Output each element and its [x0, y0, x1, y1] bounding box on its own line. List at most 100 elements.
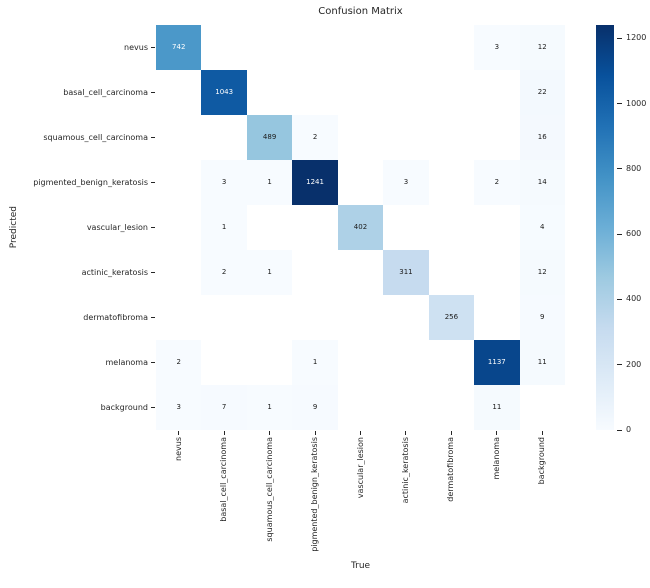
- cell-value: 2: [312, 133, 318, 141]
- y-tick-mark: [151, 272, 155, 273]
- cell-value: 4: [540, 223, 545, 231]
- cell-value: 1043: [215, 88, 234, 96]
- colorbar-tick-mark: [617, 298, 622, 300]
- heatmap-cell: [201, 25, 247, 70]
- heatmap-cell: 1: [246, 160, 293, 205]
- colorbar-tick-mark: [617, 364, 622, 366]
- heatmap-cell: [519, 385, 565, 430]
- cell-value: 7: [221, 403, 227, 411]
- heatmap-cell: [383, 70, 429, 115]
- heatmap-cell: 742: [156, 25, 202, 70]
- y-tick-label: dermatofibroma: [83, 312, 148, 322]
- heatmap-cell: [246, 25, 293, 70]
- heatmap-cell: [246, 340, 293, 385]
- heatmap-cell: 2: [156, 340, 202, 385]
- heatmap-cell: [337, 385, 384, 430]
- x-tick-label: nevus: [173, 437, 183, 461]
- heatmap-cell: [292, 25, 338, 70]
- x-tick-mark: [450, 431, 452, 435]
- colorbar-tick-mark: [617, 103, 622, 105]
- y-tick-label: nevus: [124, 42, 148, 52]
- colorbar-tick-label: 400: [626, 294, 642, 304]
- heatmap-cell: [474, 70, 520, 115]
- cell-value: 1: [221, 223, 227, 231]
- heatmap-cell: [383, 295, 429, 340]
- x-tick-mark: [178, 431, 180, 435]
- heatmap-cell: [383, 205, 429, 250]
- y-tick-mark: [151, 182, 155, 183]
- cell-value: 9: [540, 313, 545, 321]
- heatmap-cell: [428, 385, 475, 430]
- cell-value: 16: [537, 133, 547, 141]
- heatmap-cell: [292, 295, 338, 340]
- y-tick-mark: [151, 92, 155, 93]
- x-tick-label: vascular_lesion: [355, 437, 365, 499]
- heatmap-cell: 489: [246, 115, 293, 160]
- y-tick-label: squamous_cell_carcinoma: [43, 132, 148, 142]
- y-tick-label: pigmented_benign_keratosis: [33, 177, 148, 187]
- heatmap-cell: 1043: [201, 70, 247, 115]
- heatmap-cell: 1137: [474, 340, 520, 385]
- heatmap-cell: 7: [201, 385, 247, 430]
- x-tick-label: basal_cell_carcinoma: [219, 437, 229, 522]
- cell-value: 489: [262, 133, 277, 141]
- heatmap-cell: [428, 160, 475, 205]
- heatmap-cell: [428, 70, 475, 115]
- heatmap-cell: 1241: [292, 160, 338, 205]
- cell-value: 1137: [487, 358, 506, 366]
- heatmap-cell: [292, 70, 338, 115]
- cell-value: 12: [537, 268, 547, 276]
- heatmap-cell: [383, 25, 429, 70]
- heatmap-cell: 11: [519, 340, 565, 385]
- heatmap-cell: 402: [337, 205, 384, 250]
- heatmap-cell: 16: [519, 115, 565, 160]
- heatmap-cell: [383, 340, 429, 385]
- heatmap-cell: 2: [474, 160, 520, 205]
- y-tick-mark: [151, 362, 155, 363]
- heatmap-cell: [156, 250, 202, 295]
- heatmap-cell: [156, 295, 202, 340]
- heatmap-cell: 1: [201, 205, 247, 250]
- heatmap-cell: [201, 115, 247, 160]
- x-tick-mark: [223, 431, 225, 435]
- heatmap-cell: [246, 70, 293, 115]
- x-tick-label: actinic_keratosis: [400, 437, 410, 504]
- x-tick-mark: [269, 431, 271, 435]
- heatmap-cell: [292, 250, 338, 295]
- cell-value: 311: [399, 268, 413, 276]
- heatmap-cell: 311: [383, 250, 429, 295]
- heatmap-cell: 14: [519, 160, 565, 205]
- colorbar-tick-label: 800: [626, 163, 642, 173]
- colorbar-tick-label: 600: [626, 229, 642, 239]
- x-tick-mark: [314, 431, 316, 435]
- y-tick-label: background: [100, 402, 148, 412]
- cell-value: 3: [221, 178, 227, 186]
- heatmap-cell: [337, 340, 384, 385]
- heatmap-cell: 9: [519, 295, 565, 340]
- x-tick-mark: [360, 431, 361, 435]
- heatmap-cell: 1: [246, 250, 293, 295]
- cell-value: 11: [492, 403, 502, 411]
- heatmap-cell: [337, 295, 384, 340]
- y-tick-label: vascular_lesion: [86, 222, 148, 232]
- heatmap-cell: 3: [474, 25, 520, 70]
- heatmap-cell: [474, 295, 520, 340]
- heatmap-cell: [156, 115, 202, 160]
- heatmap-cell: 3: [201, 160, 247, 205]
- heatmap-cell: 3: [383, 160, 429, 205]
- y-tick-mark: [151, 227, 155, 228]
- x-tick-mark: [405, 431, 407, 435]
- cell-value: 3: [494, 43, 500, 51]
- heatmap-cell: [474, 115, 520, 160]
- cell-value: 1: [267, 178, 272, 186]
- y-tick-label: basal_cell_carcinoma: [63, 87, 148, 97]
- heatmap-cell: [337, 70, 384, 115]
- heatmap-grid: 742 3 12 1043 22 489 2 16 3 1 1241 3 2 14 1 402 4 2 1 311 12…: [156, 25, 565, 430]
- colorbar-tick-label: 0: [626, 425, 632, 434]
- cell-value: 14: [537, 178, 547, 186]
- heatmap-cell: 1: [292, 340, 338, 385]
- heatmap-cell: [156, 70, 202, 115]
- heatmap-cell: [383, 385, 429, 430]
- heatmap-cell: 2: [201, 250, 247, 295]
- x-tick-mark: [541, 431, 543, 435]
